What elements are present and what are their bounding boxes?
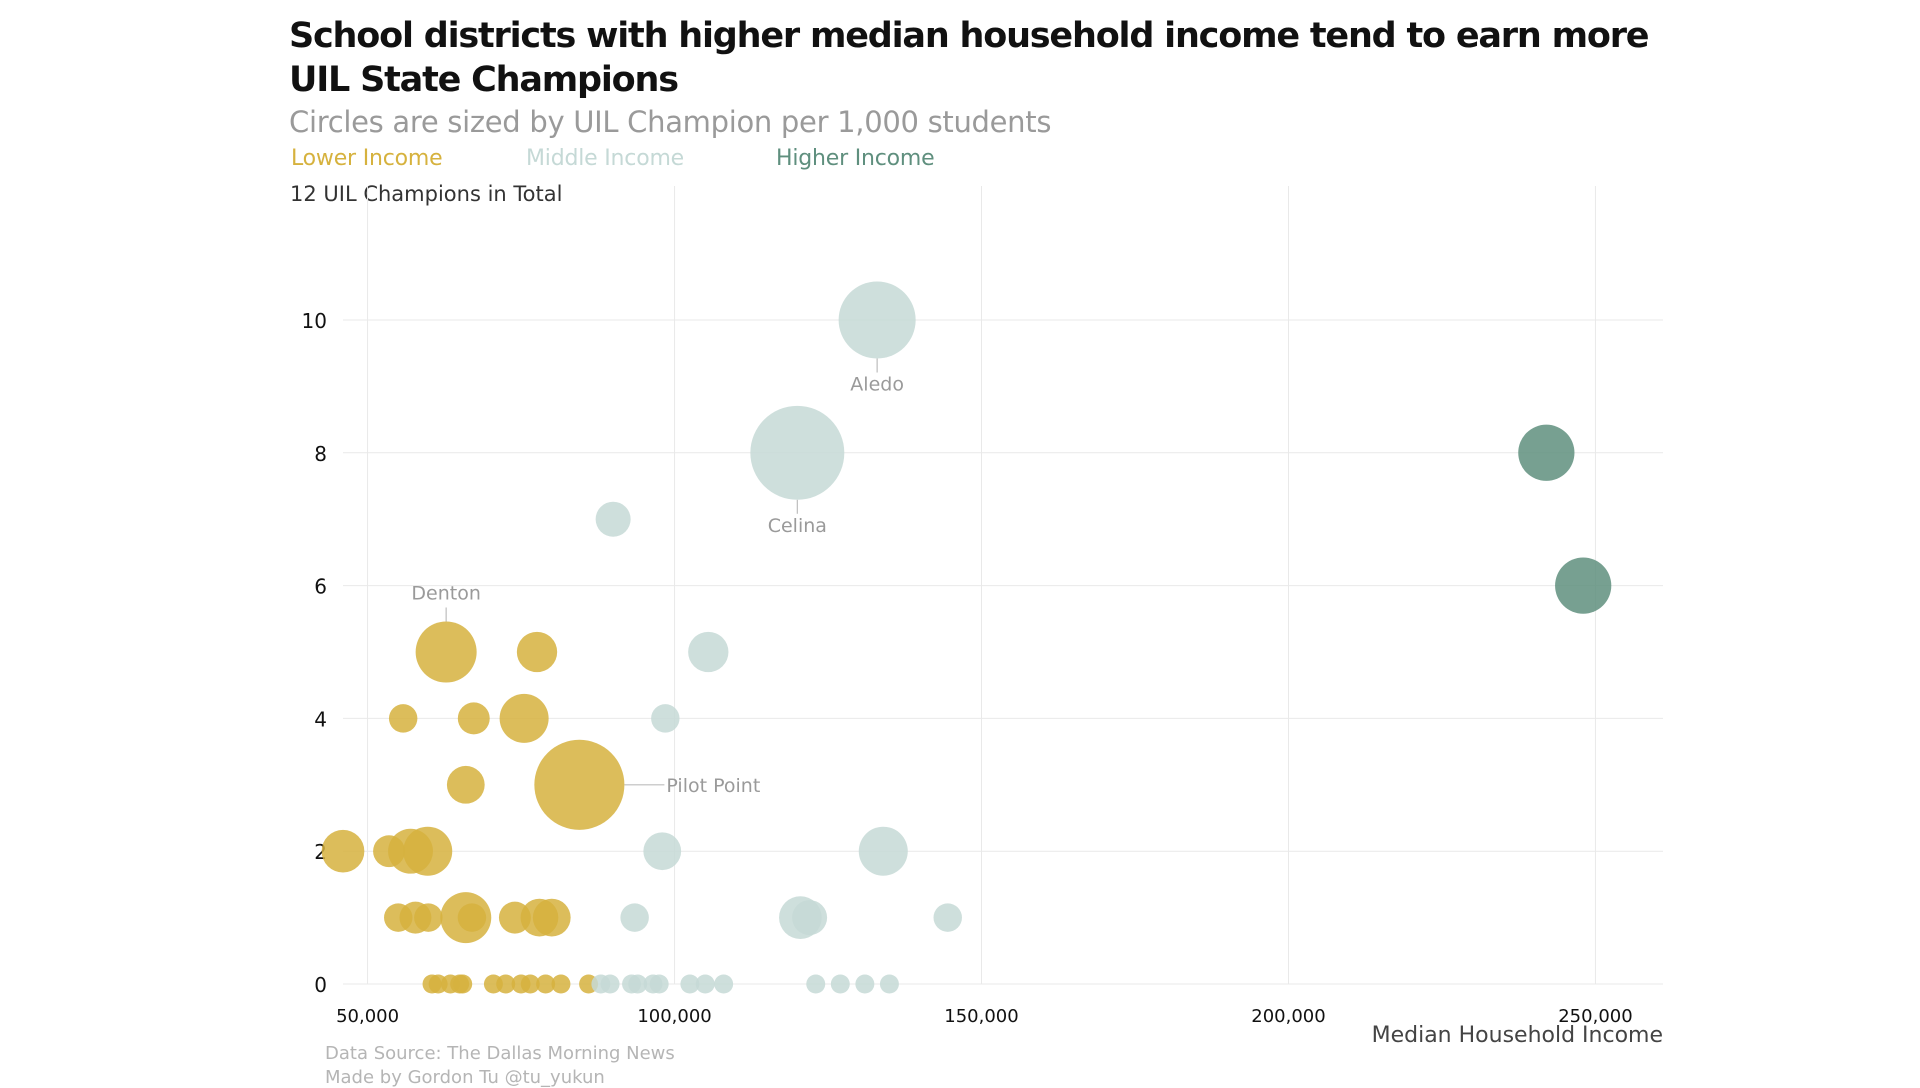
lower-income-point xyxy=(403,826,453,876)
middle-income-point xyxy=(879,974,899,994)
y-tick-label: 6 xyxy=(314,575,327,599)
lower-income-point xyxy=(457,903,487,932)
higher-income-point xyxy=(1555,557,1612,614)
middle-income-point xyxy=(830,974,850,994)
y-tick-label: 10 xyxy=(302,309,327,333)
middle-income-point xyxy=(792,900,828,936)
x-axis-label: Median Household Income xyxy=(1371,1023,1663,1048)
x-tick-label: 100,000 xyxy=(637,1006,711,1027)
higher-income-point xyxy=(1518,424,1575,481)
x-tick-label: 50,000 xyxy=(336,1006,399,1027)
lower-income-point xyxy=(321,829,365,873)
chart-subtitle: Circles are sized by UIL Champion per 1,… xyxy=(289,105,1052,139)
y-tick-label: 8 xyxy=(314,442,327,466)
lower-income-point xyxy=(496,974,516,994)
lower-income-point xyxy=(536,974,556,994)
middle-income-point xyxy=(858,826,908,876)
point-layer xyxy=(321,281,1612,994)
middle-income-point xyxy=(643,832,682,871)
leader-layer xyxy=(445,358,878,786)
lower-income-point xyxy=(453,974,473,994)
x-tick-label: 200,000 xyxy=(1251,1006,1325,1027)
lower-income-point xyxy=(534,739,625,830)
annotation-label: Aledo xyxy=(850,374,904,396)
lower-income-point xyxy=(520,974,540,994)
legend-lower-income: Lower Income xyxy=(291,146,443,171)
x-tick-label: 150,000 xyxy=(944,1006,1018,1027)
legend-middle-income: Middle Income xyxy=(526,146,685,171)
middle-income-point xyxy=(933,903,962,932)
middle-income-point xyxy=(838,281,916,359)
middle-income-point xyxy=(628,974,648,994)
middle-income-point xyxy=(714,974,734,994)
lower-income-point xyxy=(551,974,571,994)
annotation-label: Denton xyxy=(411,582,480,604)
middle-income-point xyxy=(688,631,729,673)
label-layer: Denton Pilot Point Aledo Celina xyxy=(411,374,904,797)
lower-income-point xyxy=(414,903,443,932)
middle-income-point xyxy=(620,903,649,932)
legend-higher-income: Higher Income xyxy=(776,146,935,171)
annotation-label: Pilot Point xyxy=(666,775,760,797)
lower-income-point xyxy=(415,621,477,683)
lower-income-point xyxy=(532,898,571,937)
y-tick-label: 4 xyxy=(314,707,327,731)
annotation-label: Celina xyxy=(768,515,827,537)
chart-title: School districts with higher median hous… xyxy=(289,16,1649,100)
grid-layer xyxy=(343,186,1663,985)
y-axis-label: 12 UIL Champions in Total xyxy=(290,182,563,206)
middle-income-point xyxy=(651,704,680,733)
middle-income-point xyxy=(680,974,700,994)
middle-income-point xyxy=(695,974,715,994)
lower-income-point xyxy=(388,704,418,733)
middle-income-point xyxy=(649,974,669,994)
middle-income-point xyxy=(750,405,845,500)
lower-income-point xyxy=(499,693,549,743)
middle-income-point xyxy=(600,974,620,994)
middle-income-point xyxy=(855,974,875,994)
y-tick-label: 0 xyxy=(314,973,327,997)
middle-income-point xyxy=(806,974,826,994)
lower-income-point xyxy=(516,631,558,673)
middle-income-point xyxy=(595,501,631,537)
x-tick-label: 250,000 xyxy=(1558,1006,1632,1027)
lower-income-point xyxy=(457,702,490,735)
data-source-note: Data Source: The Dallas Morning News xyxy=(325,1043,675,1064)
lower-income-point xyxy=(446,765,485,804)
